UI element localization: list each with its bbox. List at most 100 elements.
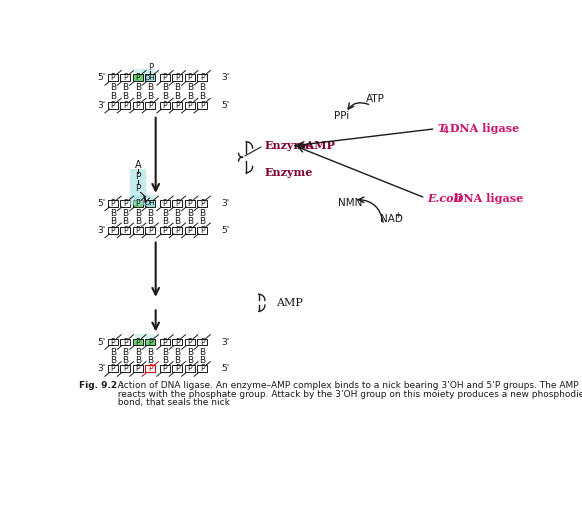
Bar <box>160 75 170 81</box>
Text: +: + <box>395 211 401 220</box>
Text: B: B <box>162 347 168 357</box>
Text: P: P <box>200 73 204 82</box>
Text: B: B <box>147 92 153 101</box>
Text: P: P <box>111 364 115 373</box>
Bar <box>108 338 118 345</box>
Text: B: B <box>135 83 141 92</box>
Text: OH: OH <box>145 75 155 81</box>
Text: B: B <box>187 356 193 365</box>
Text: B: B <box>199 83 205 92</box>
Text: P: P <box>135 183 140 193</box>
Text: B: B <box>110 356 116 365</box>
Text: B: B <box>147 347 153 357</box>
Text: P: P <box>111 226 115 235</box>
Text: B: B <box>162 83 168 92</box>
Bar <box>133 227 143 234</box>
Text: P: P <box>162 364 167 373</box>
Bar <box>184 75 195 81</box>
Text: P: P <box>187 337 192 346</box>
Text: P: P <box>200 364 204 373</box>
Text: B: B <box>147 217 153 227</box>
Text: B: B <box>175 217 180 227</box>
Text: P: P <box>187 73 192 82</box>
Text: B: B <box>175 209 180 218</box>
Text: B: B <box>199 209 205 218</box>
Text: P: P <box>148 101 152 110</box>
Text: B: B <box>122 347 129 357</box>
Text: P: P <box>136 73 140 82</box>
Text: B: B <box>110 92 116 101</box>
Text: Enzyme: Enzyme <box>265 140 313 151</box>
Text: B: B <box>175 347 180 357</box>
Bar <box>197 200 207 207</box>
Bar <box>172 338 182 345</box>
Text: P: P <box>187 101 192 110</box>
Text: E.coli: E.coli <box>427 193 462 204</box>
Text: 3': 3' <box>221 73 229 82</box>
Text: Fig. 9.2 :: Fig. 9.2 : <box>79 382 124 390</box>
Text: B: B <box>162 209 168 218</box>
Text: P: P <box>162 337 167 346</box>
Text: B: B <box>122 83 129 92</box>
Text: P: P <box>123 101 128 110</box>
Text: 3': 3' <box>221 199 229 208</box>
Text: B: B <box>199 356 205 365</box>
Text: P: P <box>136 226 140 235</box>
Text: P: P <box>123 226 128 235</box>
Text: B: B <box>135 209 141 218</box>
Text: P: P <box>187 226 192 235</box>
Text: 3': 3' <box>97 101 105 110</box>
Text: B: B <box>147 83 153 92</box>
Text: B: B <box>162 92 168 101</box>
Text: NMN: NMN <box>338 199 363 208</box>
Bar <box>120 200 130 207</box>
Text: P: P <box>123 199 128 208</box>
Text: 5': 5' <box>97 73 105 82</box>
Bar <box>184 200 195 207</box>
Text: P: P <box>148 364 152 373</box>
Text: bond, that seals the nick: bond, that seals the nick <box>112 398 229 407</box>
Text: P: P <box>123 337 128 346</box>
Text: –AMP: –AMP <box>300 140 335 151</box>
Bar <box>160 227 170 234</box>
Bar <box>108 75 118 81</box>
Text: AMP: AMP <box>276 298 303 308</box>
Text: DNA ligase: DNA ligase <box>450 193 523 204</box>
Bar <box>135 195 155 207</box>
Bar <box>197 365 207 372</box>
Bar <box>130 169 146 205</box>
Text: P: P <box>200 199 204 208</box>
Bar <box>172 365 182 372</box>
Bar <box>135 70 155 82</box>
Bar <box>184 102 195 109</box>
Bar <box>120 338 130 345</box>
Text: B: B <box>110 347 116 357</box>
Text: B: B <box>122 92 129 101</box>
Text: B: B <box>175 83 180 92</box>
Text: P: P <box>162 226 167 235</box>
Bar <box>197 102 207 109</box>
Text: P: P <box>111 337 115 346</box>
Bar <box>133 75 143 81</box>
Bar <box>146 102 155 109</box>
Text: NAD: NAD <box>379 214 403 224</box>
Text: B: B <box>110 83 116 92</box>
Text: P: P <box>175 364 180 373</box>
Text: P: P <box>136 199 140 208</box>
Text: Action of DNA ligase. An enzyme–AMP complex binds to a nick bearing 3’OH and 5’P: Action of DNA ligase. An enzyme–AMP comp… <box>112 382 578 390</box>
Text: 5': 5' <box>221 364 229 373</box>
Text: PPi: PPi <box>334 111 349 121</box>
Bar <box>197 227 207 234</box>
Bar <box>120 365 130 372</box>
Text: P: P <box>136 364 140 373</box>
Text: reacts with the phosphate group. Attack by the 3’OH group on this moiety produce: reacts with the phosphate group. Attack … <box>112 390 582 399</box>
Bar <box>197 338 207 345</box>
Text: B: B <box>135 347 141 357</box>
Text: P: P <box>200 337 204 346</box>
Text: B: B <box>175 92 180 101</box>
Text: A: A <box>134 160 141 170</box>
Text: P: P <box>111 73 115 82</box>
Text: Enzyme: Enzyme <box>265 167 313 178</box>
Bar <box>184 365 195 372</box>
Bar <box>108 227 118 234</box>
